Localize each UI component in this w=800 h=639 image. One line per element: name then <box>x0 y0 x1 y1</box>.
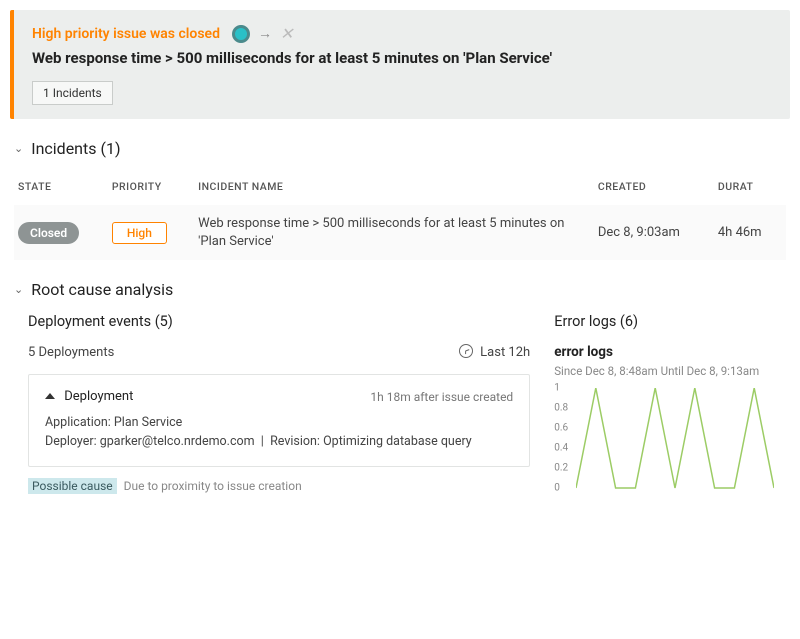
incidents-table: STATE PRIORITY INCIDENT NAME CREATED DUR… <box>14 172 786 260</box>
col-duration[interactable]: DURAT <box>714 172 786 205</box>
alert-priority-label: High priority issue was closed <box>32 26 220 42</box>
alert-issue-title: Web response time > 500 milliseconds for… <box>32 49 774 67</box>
error-logs-range: Since Dec 8, 8:48am Until Dec 8, 9:13am <box>554 364 786 378</box>
application-label: Application: <box>45 415 111 430</box>
chart-ytick: 0.6 <box>554 423 568 434</box>
time-window-selector[interactable]: Last 12h <box>459 344 530 360</box>
root-cause-section: ⌄ Root cause analysis Deployment events … <box>14 280 786 508</box>
error-logs-panel: Error logs (6) error logs Since Dec 8, 8… <box>554 313 786 508</box>
deployer-value: gparker@telco.nrdemo.com <box>100 434 255 449</box>
priority-badge: High <box>112 222 167 244</box>
deployment-details: Application: Plan Service Deployer: gpar… <box>45 414 513 452</box>
state-badge: Closed <box>18 222 79 244</box>
col-created[interactable]: CREATED <box>594 172 714 205</box>
possible-cause-text: Due to proximity to issue creation <box>124 479 302 493</box>
incident-name[interactable]: Web response time > 500 milliseconds for… <box>194 205 594 260</box>
alert-status-transition: → ✕ <box>232 24 293 43</box>
error-logs-title: Error logs (6) <box>554 313 786 330</box>
incident-duration: 4h 46m <box>714 205 786 260</box>
application-value: Plan Service <box>114 415 182 430</box>
col-priority[interactable]: PRIORITY <box>108 172 194 205</box>
deployment-events-panel: Deployment events (5) 5 Deployments Last… <box>28 313 530 508</box>
deployment-card[interactable]: Deployment 1h 18m after issue created Ap… <box>28 374 530 467</box>
chart-ytick: 0.4 <box>554 443 568 454</box>
deployment-summary: 5 Deployments <box>28 345 114 360</box>
collapse-up-icon[interactable] <box>45 393 55 399</box>
chart-ytick: 1 <box>554 383 560 394</box>
root-cause-section-title: Root cause analysis <box>31 280 173 299</box>
incidents-section-header[interactable]: ⌄ Incidents (1) <box>14 139 786 158</box>
chart-ytick: 0 <box>554 483 560 494</box>
deployment-card-label: Deployment <box>64 389 133 404</box>
chart-line <box>576 388 774 490</box>
time-window-label: Last 12h <box>480 345 530 360</box>
revision-label: Revision: <box>270 434 320 449</box>
col-state[interactable]: STATE <box>14 172 108 205</box>
status-open-icon <box>232 25 250 43</box>
error-logs-subtitle: error logs <box>554 344 786 360</box>
status-closed-icon: ✕ <box>280 24 293 43</box>
incidents-count-badge[interactable]: 1 Incidents <box>32 81 113 105</box>
chevron-down-icon: ⌄ <box>14 283 23 296</box>
error-logs-chart: 10.80.60.40.20Dec 08, 8:50 AMDec 08, 8:5… <box>554 388 774 508</box>
possible-cause-note: Possible cause Due to proximity to issue… <box>28 479 530 493</box>
table-row[interactable]: Closed High Web response time > 500 mill… <box>14 205 786 260</box>
deployment-events-title: Deployment events (5) <box>28 313 530 330</box>
incidents-section: ⌄ Incidents (1) STATE PRIORITY INCIDENT … <box>14 139 786 260</box>
incident-created: Dec 8, 9:03am <box>594 205 714 260</box>
revision-value: Optimizing database query <box>323 434 472 449</box>
chart-ytick: 0.8 <box>554 403 568 414</box>
root-cause-section-header[interactable]: ⌄ Root cause analysis <box>14 280 786 299</box>
col-name[interactable]: INCIDENT NAME <box>194 172 594 205</box>
clock-icon <box>459 344 473 358</box>
deployment-relative-time: 1h 18m after issue created <box>370 390 513 404</box>
incidents-section-title: Incidents (1) <box>31 139 120 158</box>
chevron-down-icon: ⌄ <box>14 142 23 155</box>
possible-cause-tag: Possible cause <box>28 478 117 494</box>
chart-ytick: 0.2 <box>554 463 568 474</box>
arrow-right-icon: → <box>258 25 272 42</box>
deployer-label: Deployer: <box>45 434 97 449</box>
issue-alert-banner: High priority issue was closed → ✕ Web r… <box>10 10 790 119</box>
